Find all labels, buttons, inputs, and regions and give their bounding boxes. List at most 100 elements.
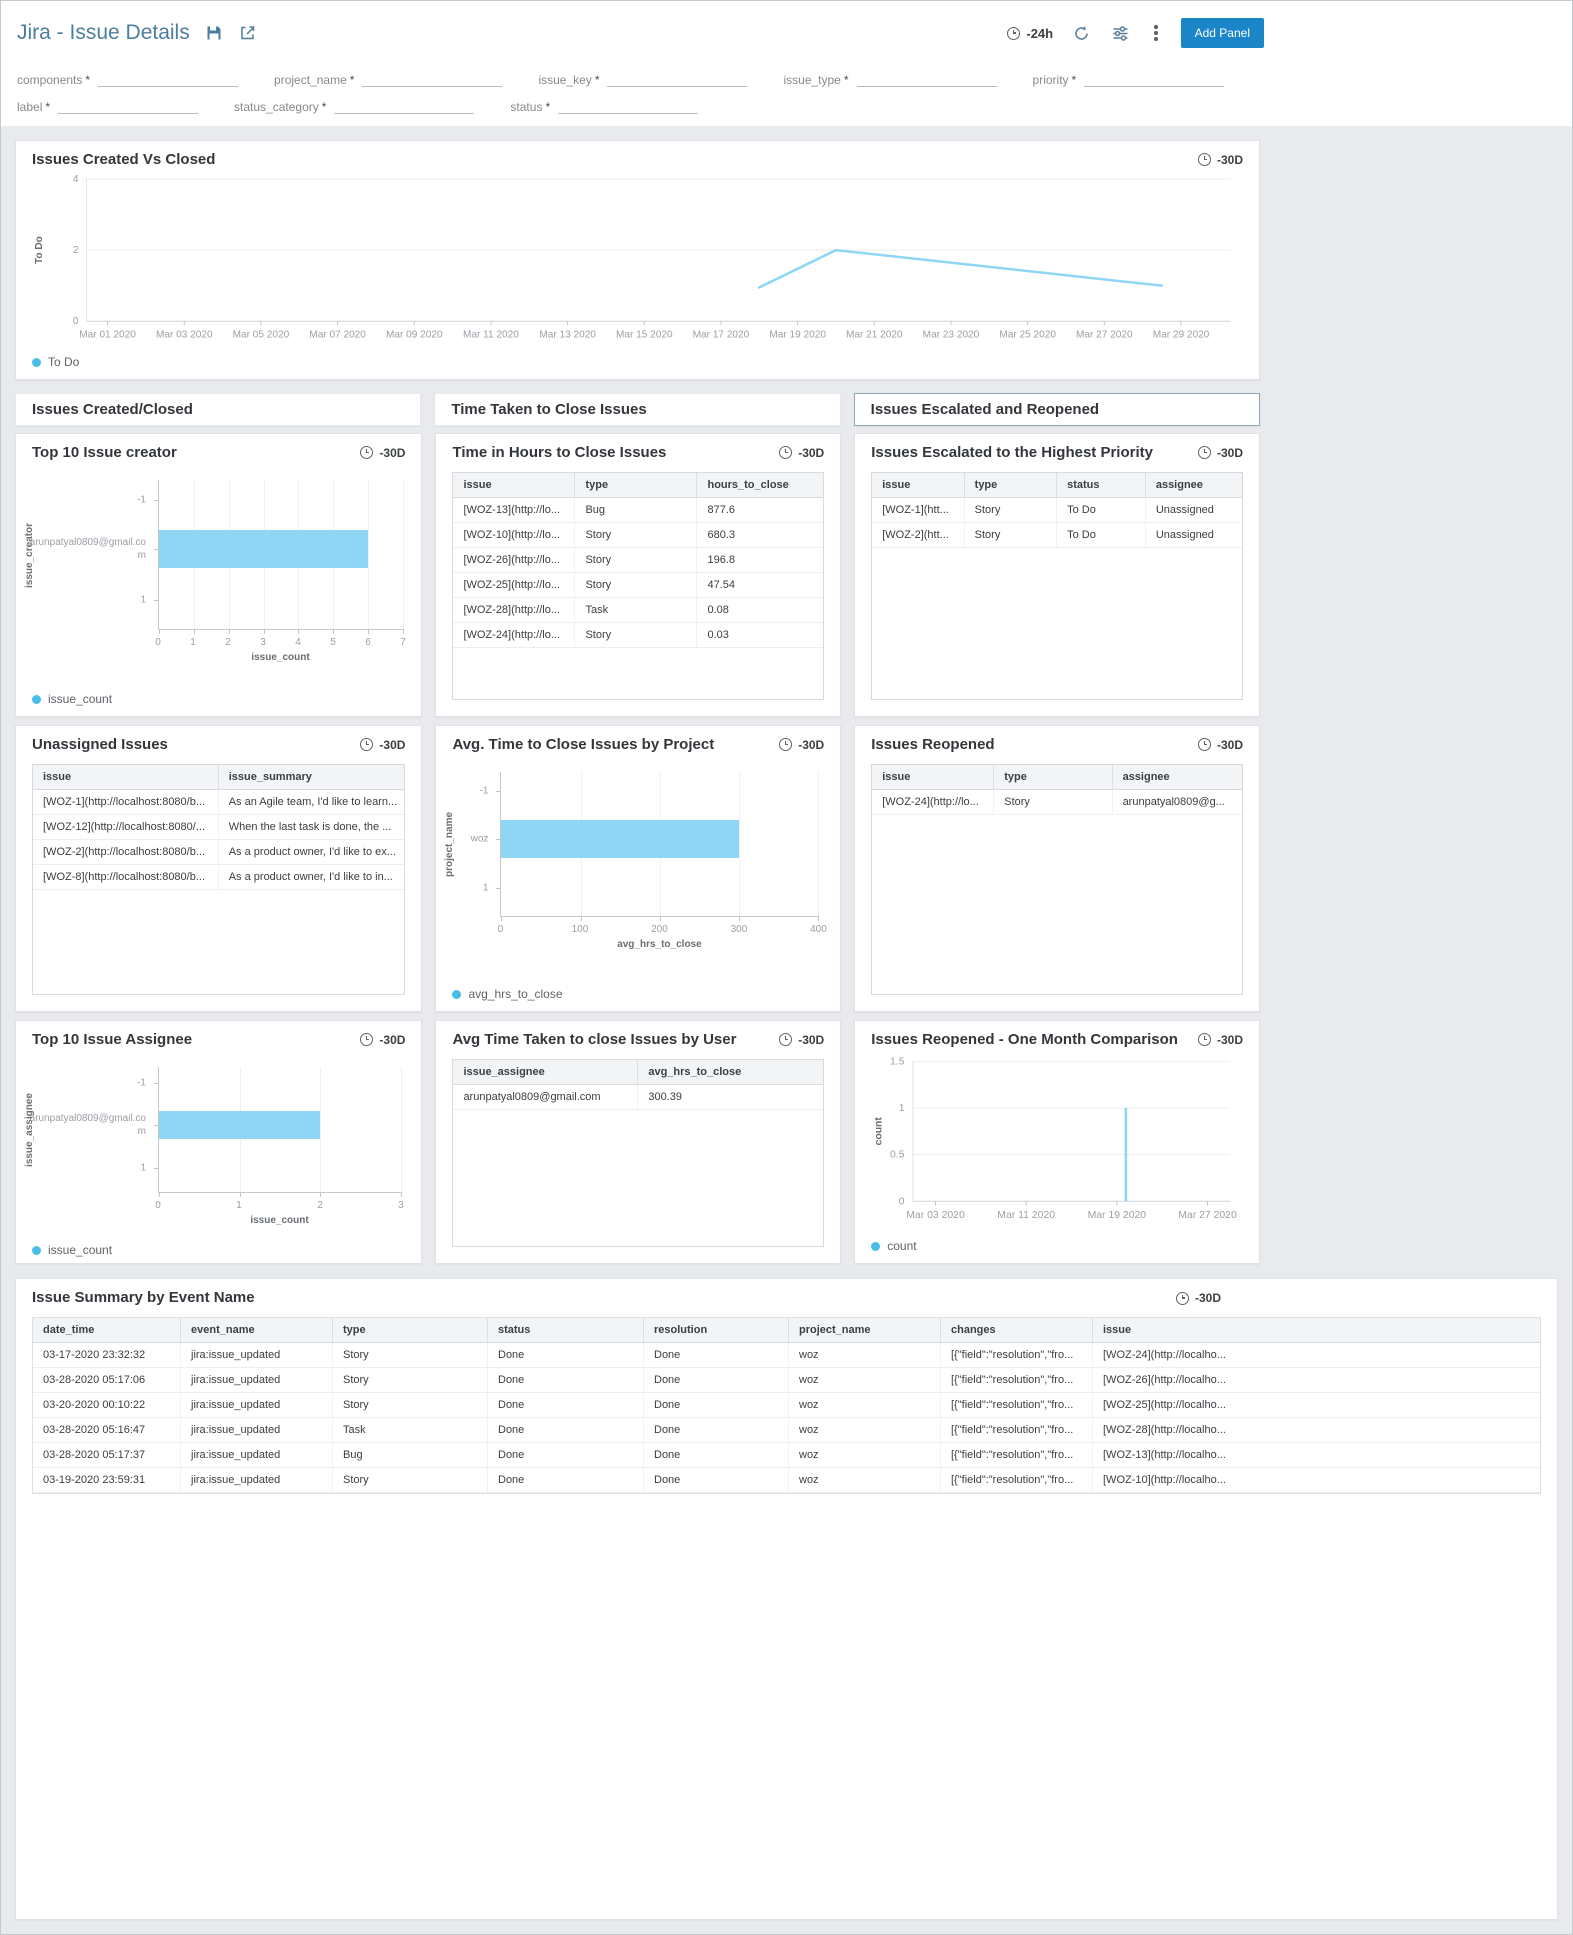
column-header-issue[interactable]: issue: [453, 473, 576, 497]
filter-label: issue_type: [783, 73, 841, 87]
column-header-changes[interactable]: changes: [941, 1318, 1093, 1342]
filter-project_name: project_name *: [274, 69, 503, 87]
panel-title: Top 10 Issue creator: [32, 444, 177, 461]
share-button[interactable]: [238, 23, 258, 43]
svg-text:Mar 09 2020: Mar 09 2020: [386, 329, 443, 340]
table-cell: jira:issue_updated: [181, 1418, 333, 1442]
dashboard-time-range[interactable]: -24h: [1007, 26, 1053, 41]
filter-input-status_category[interactable]: [334, 96, 475, 114]
column-header-resolution[interactable]: resolution: [644, 1318, 789, 1342]
panel-time-range[interactable]: -30D: [779, 738, 824, 752]
panel-time-range[interactable]: -30D: [779, 446, 824, 460]
column-header-issue_assignee[interactable]: issue_assignee: [453, 1060, 639, 1084]
table-cell: [{"field":"resolution","fro...: [941, 1343, 1093, 1367]
save-button[interactable]: [204, 23, 224, 43]
svg-text:1.5: 1.5: [890, 1056, 905, 1067]
svg-text:0: 0: [73, 316, 79, 327]
table-cell: Story: [333, 1343, 488, 1367]
column-header-issue[interactable]: issue: [872, 765, 995, 789]
table-header-row: issue type status assignee: [872, 473, 1242, 498]
chart-legend[interactable]: To Do: [16, 351, 1259, 379]
chart-legend[interactable]: issue_count: [16, 688, 421, 716]
more-menu-button[interactable]: [1149, 22, 1163, 44]
chart-legend[interactable]: avg_hrs_to_close: [436, 983, 840, 1011]
panel-time-range[interactable]: -30D: [1197, 738, 1243, 752]
table-cell: [WOZ-24](http://localho...: [1103, 1349, 1226, 1361]
column-header-status[interactable]: status: [488, 1318, 644, 1342]
add-panel-button[interactable]: Add Panel: [1180, 18, 1264, 48]
table-cell: When the last task is done, the ...: [228, 821, 392, 833]
table-cell: [WOZ-12](http://localhost:8080/...: [33, 815, 219, 839]
svg-text:1: 1: [899, 1103, 905, 1114]
panel-title: Issue Summary by Event Name: [32, 1289, 255, 1306]
x-tick-label: 0: [155, 1200, 161, 1211]
x-tick-label: 7: [400, 637, 406, 648]
table-row: [WOZ-28](http://lo... Task 0.08: [453, 598, 824, 623]
panel-title: Top 10 Issue Assignee: [32, 1031, 193, 1048]
table-cell: [WOZ-13](http://lo...: [453, 498, 576, 522]
filter-input-priority[interactable]: [1084, 69, 1225, 87]
x-axis-label: issue_count: [250, 1215, 309, 1226]
clock-icon: [1007, 26, 1021, 40]
chart-legend[interactable]: issue_count: [16, 1239, 421, 1267]
panel-time-range[interactable]: -30D: [1197, 1033, 1243, 1047]
panel-time-range[interactable]: -30D: [360, 446, 405, 460]
panel-title: Issues Reopened: [871, 736, 995, 753]
escalated-issues-table: issue type status assignee [WOZ-1](htt... Sto…: [871, 472, 1243, 700]
column-header-type[interactable]: type: [994, 765, 1113, 789]
column-header-event_name[interactable]: event_name: [181, 1318, 333, 1342]
time-range-label: -30D: [379, 737, 406, 752]
table-cell: As a product owner, I'd like to in...: [228, 871, 393, 883]
svg-text:Mar 03 2020: Mar 03 2020: [906, 1210, 965, 1221]
legend-dot: [32, 357, 41, 367]
filter-input-label[interactable]: [58, 96, 199, 114]
y-category-label: arunpatyal0809@gmail.com: [29, 1112, 146, 1137]
column-header-type[interactable]: type: [965, 473, 1058, 497]
svg-text:Mar 21 2020: Mar 21 2020: [846, 329, 903, 340]
column-header-date_time[interactable]: date_time: [33, 1318, 181, 1342]
column-header-assignee[interactable]: assignee: [1155, 479, 1203, 491]
bar: [501, 819, 740, 858]
legend-label: To Do: [48, 355, 80, 369]
chart-legend[interactable]: count: [855, 1235, 1259, 1263]
filter-input-components[interactable]: [98, 69, 239, 87]
clock-icon: [360, 1033, 374, 1046]
panel-time-range[interactable]: -30D: [1197, 153, 1243, 167]
clock-icon: [779, 738, 793, 751]
panel-time-range[interactable]: -30D: [360, 738, 405, 752]
filter-input-issue_key[interactable]: [607, 69, 748, 87]
section-header-time-taken: Time Taken to Close Issues: [434, 393, 841, 426]
svg-text:Mar 19 2020: Mar 19 2020: [1088, 1210, 1147, 1221]
column-header-status[interactable]: status: [1057, 473, 1146, 497]
column-header-issue[interactable]: issue: [33, 765, 219, 789]
filter-input-issue_type[interactable]: [856, 69, 997, 87]
table-cell: 680.3: [707, 529, 735, 541]
column-header-type[interactable]: type: [333, 1318, 488, 1342]
panel-time-range[interactable]: -30D: [1197, 446, 1243, 460]
table-row: 03-20-2020 00:10:22 jira:issue_updated Sto…: [33, 1393, 1540, 1418]
column-header-avg_hrs_to_close[interactable]: avg_hrs_to_close: [648, 1066, 742, 1078]
column-header-issue[interactable]: issue: [872, 473, 965, 497]
column-header-issue[interactable]: issue: [1103, 1324, 1132, 1336]
refresh-button[interactable]: [1071, 23, 1092, 44]
x-tick-label: 3: [260, 637, 266, 648]
panel-time-range[interactable]: -30D: [360, 1033, 405, 1047]
column-header-hours_to_close[interactable]: hours_to_close: [707, 479, 789, 491]
filter-input-project_name[interactable]: [362, 69, 503, 87]
panel-time-range[interactable]: -30D: [1176, 1291, 1221, 1305]
table-header-row: issue type hours_to_close: [453, 473, 824, 498]
table-row: [WOZ-24](http://lo... Story arunpatyal0809…: [872, 790, 1242, 815]
column-header-type[interactable]: type: [575, 473, 698, 497]
panel-title: Time in Hours to Close Issues: [452, 444, 667, 461]
filter-settings-button[interactable]: [1110, 23, 1131, 44]
table-row: [WOZ-26](http://lo... Story 196.8: [453, 548, 824, 573]
y-tick-label: 1: [140, 1162, 146, 1174]
table-header-row: issue issue_summary: [33, 765, 405, 790]
panel-time-range[interactable]: -30D: [779, 1033, 824, 1047]
column-header-project_name[interactable]: project_name: [789, 1318, 941, 1342]
column-header-assignee[interactable]: assignee: [1122, 771, 1170, 783]
filter-input-status[interactable]: [558, 96, 699, 114]
table-cell: [{"field":"resolution","fro...: [941, 1393, 1093, 1417]
column-header-issue_summary[interactable]: issue_summary: [228, 771, 312, 783]
